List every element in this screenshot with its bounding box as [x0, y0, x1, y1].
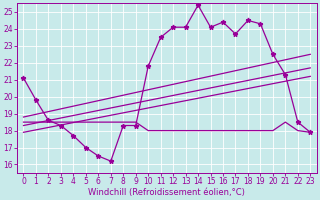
- X-axis label: Windchill (Refroidissement éolien,°C): Windchill (Refroidissement éolien,°C): [88, 188, 245, 197]
